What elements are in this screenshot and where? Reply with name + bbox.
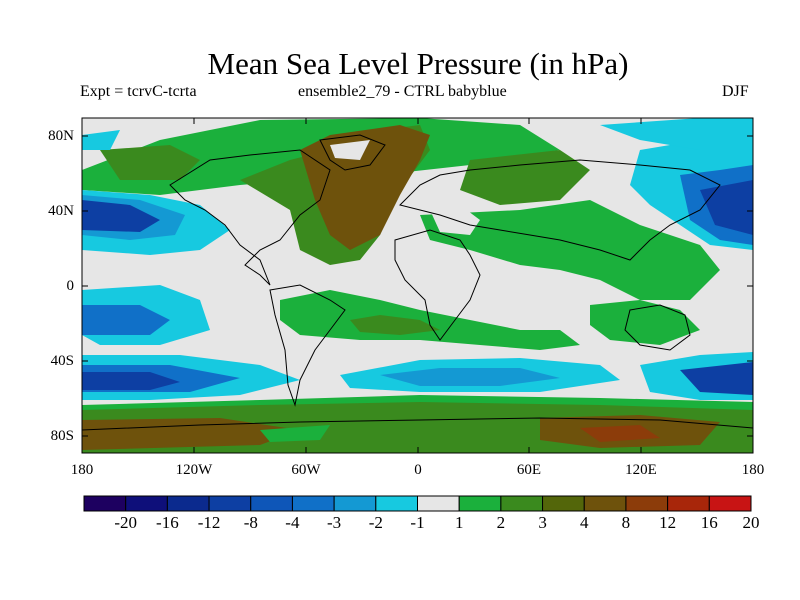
y-tick-label-40n: 40N [48, 203, 74, 219]
chart-title: Mean Sea Level Pressure (in hPa) [207, 46, 629, 81]
colorbar-label: -8 [243, 513, 258, 532]
southern-ocean-low-west-core [82, 372, 180, 390]
colorbar-swatch [625, 495, 669, 512]
colorbar-label: -2 [368, 513, 383, 532]
colorbar-label: -4 [285, 513, 300, 532]
colorbar-swatch [250, 495, 293, 512]
greenland-outline [319, 134, 386, 171]
north-pacific-low-core [82, 200, 160, 232]
eurasia-positive-region [460, 150, 590, 205]
antarctica-outline [82, 417, 753, 431]
antarctic-high-west [82, 418, 300, 450]
arctic-west-low [82, 130, 120, 150]
africa-outline [394, 229, 481, 341]
y-tick-label-0: 0 [66, 278, 75, 294]
eurasia-outline [399, 159, 721, 261]
australia-outline [624, 304, 691, 351]
southern-ocean-low-central-core [380, 368, 560, 386]
colorbar-swatch [708, 495, 752, 512]
y-tick-label-80n: 80N [48, 128, 74, 144]
y-tick-label-40s: 40S [50, 353, 74, 369]
coastlines [82, 134, 753, 431]
colorbar-label: 20 [742, 513, 760, 532]
antarctic-positive-patch [260, 425, 330, 442]
sh-subtropical-positive-core [350, 315, 440, 335]
north-atlantic-high [300, 125, 430, 250]
x-tick-label-120w: 120W [175, 462, 213, 478]
x-tick-label-180w: 180 [70, 462, 94, 478]
colorbar-label: -12 [197, 513, 221, 532]
ensemble-label: ensemble2_79 - CTRL babyblue [298, 83, 507, 100]
x-tick-label-120e: 120E [625, 462, 657, 478]
colorbar-swatch [458, 495, 502, 512]
colorbar-swatch [375, 495, 418, 512]
colorbar-label: 4 [580, 513, 589, 532]
arctic-low [600, 118, 753, 150]
x-tick-label-180e: 180 [741, 462, 765, 478]
greenland-neutral [330, 140, 370, 160]
colorbar-label: 1 [454, 513, 464, 532]
south-america-outline [269, 284, 346, 407]
north-pacific-positive-patch [100, 145, 200, 180]
colorbar-label: 16 [700, 513, 718, 532]
colorbar-label: -1 [410, 513, 425, 532]
x-tick-label-60w: 60W [291, 462, 321, 478]
colorbar-swatch [83, 495, 127, 512]
colorbar-swatch [542, 495, 585, 512]
colorbar-label: -20 [114, 513, 138, 532]
colorbar-swatch [166, 495, 210, 512]
north-america-outline [169, 149, 331, 286]
x-tick-label-60e: 60E [516, 462, 542, 478]
season-label: DJF [722, 83, 749, 100]
colorbar-swatch [125, 495, 168, 512]
sh-subtropical-positive [280, 290, 580, 350]
colorbar-label: 3 [538, 513, 547, 532]
colorbar-label: 2 [496, 513, 506, 532]
colorbar-swatch [667, 495, 710, 512]
south-pacific-low-core [82, 305, 170, 335]
colorbar-swatch [583, 495, 627, 512]
colorbar-swatch [500, 495, 544, 512]
map-field [82, 118, 753, 453]
colorbar-label: 12 [659, 513, 677, 532]
x-tick-label-0: 0 [414, 462, 422, 478]
colorbar [83, 495, 752, 512]
southern-ocean-low-east-core [680, 362, 753, 395]
antarctic-high-east-core [580, 425, 660, 442]
experiment-label: Expt = tcrvC-tcrta [80, 83, 197, 100]
colorbar-label: 8 [621, 513, 631, 532]
colorbar-label: -16 [156, 513, 179, 532]
colorbar-label: -3 [327, 513, 342, 532]
tropics-positive-region [420, 200, 720, 300]
colorbar-swatch [417, 495, 460, 512]
australia-positive-region [590, 300, 700, 345]
y-tick-label-80s: 80S [50, 428, 74, 444]
axis-ticks [82, 118, 753, 453]
colorbar-swatch [208, 495, 252, 512]
colorbar-swatch [333, 495, 377, 512]
colorbar-swatch [291, 495, 335, 512]
